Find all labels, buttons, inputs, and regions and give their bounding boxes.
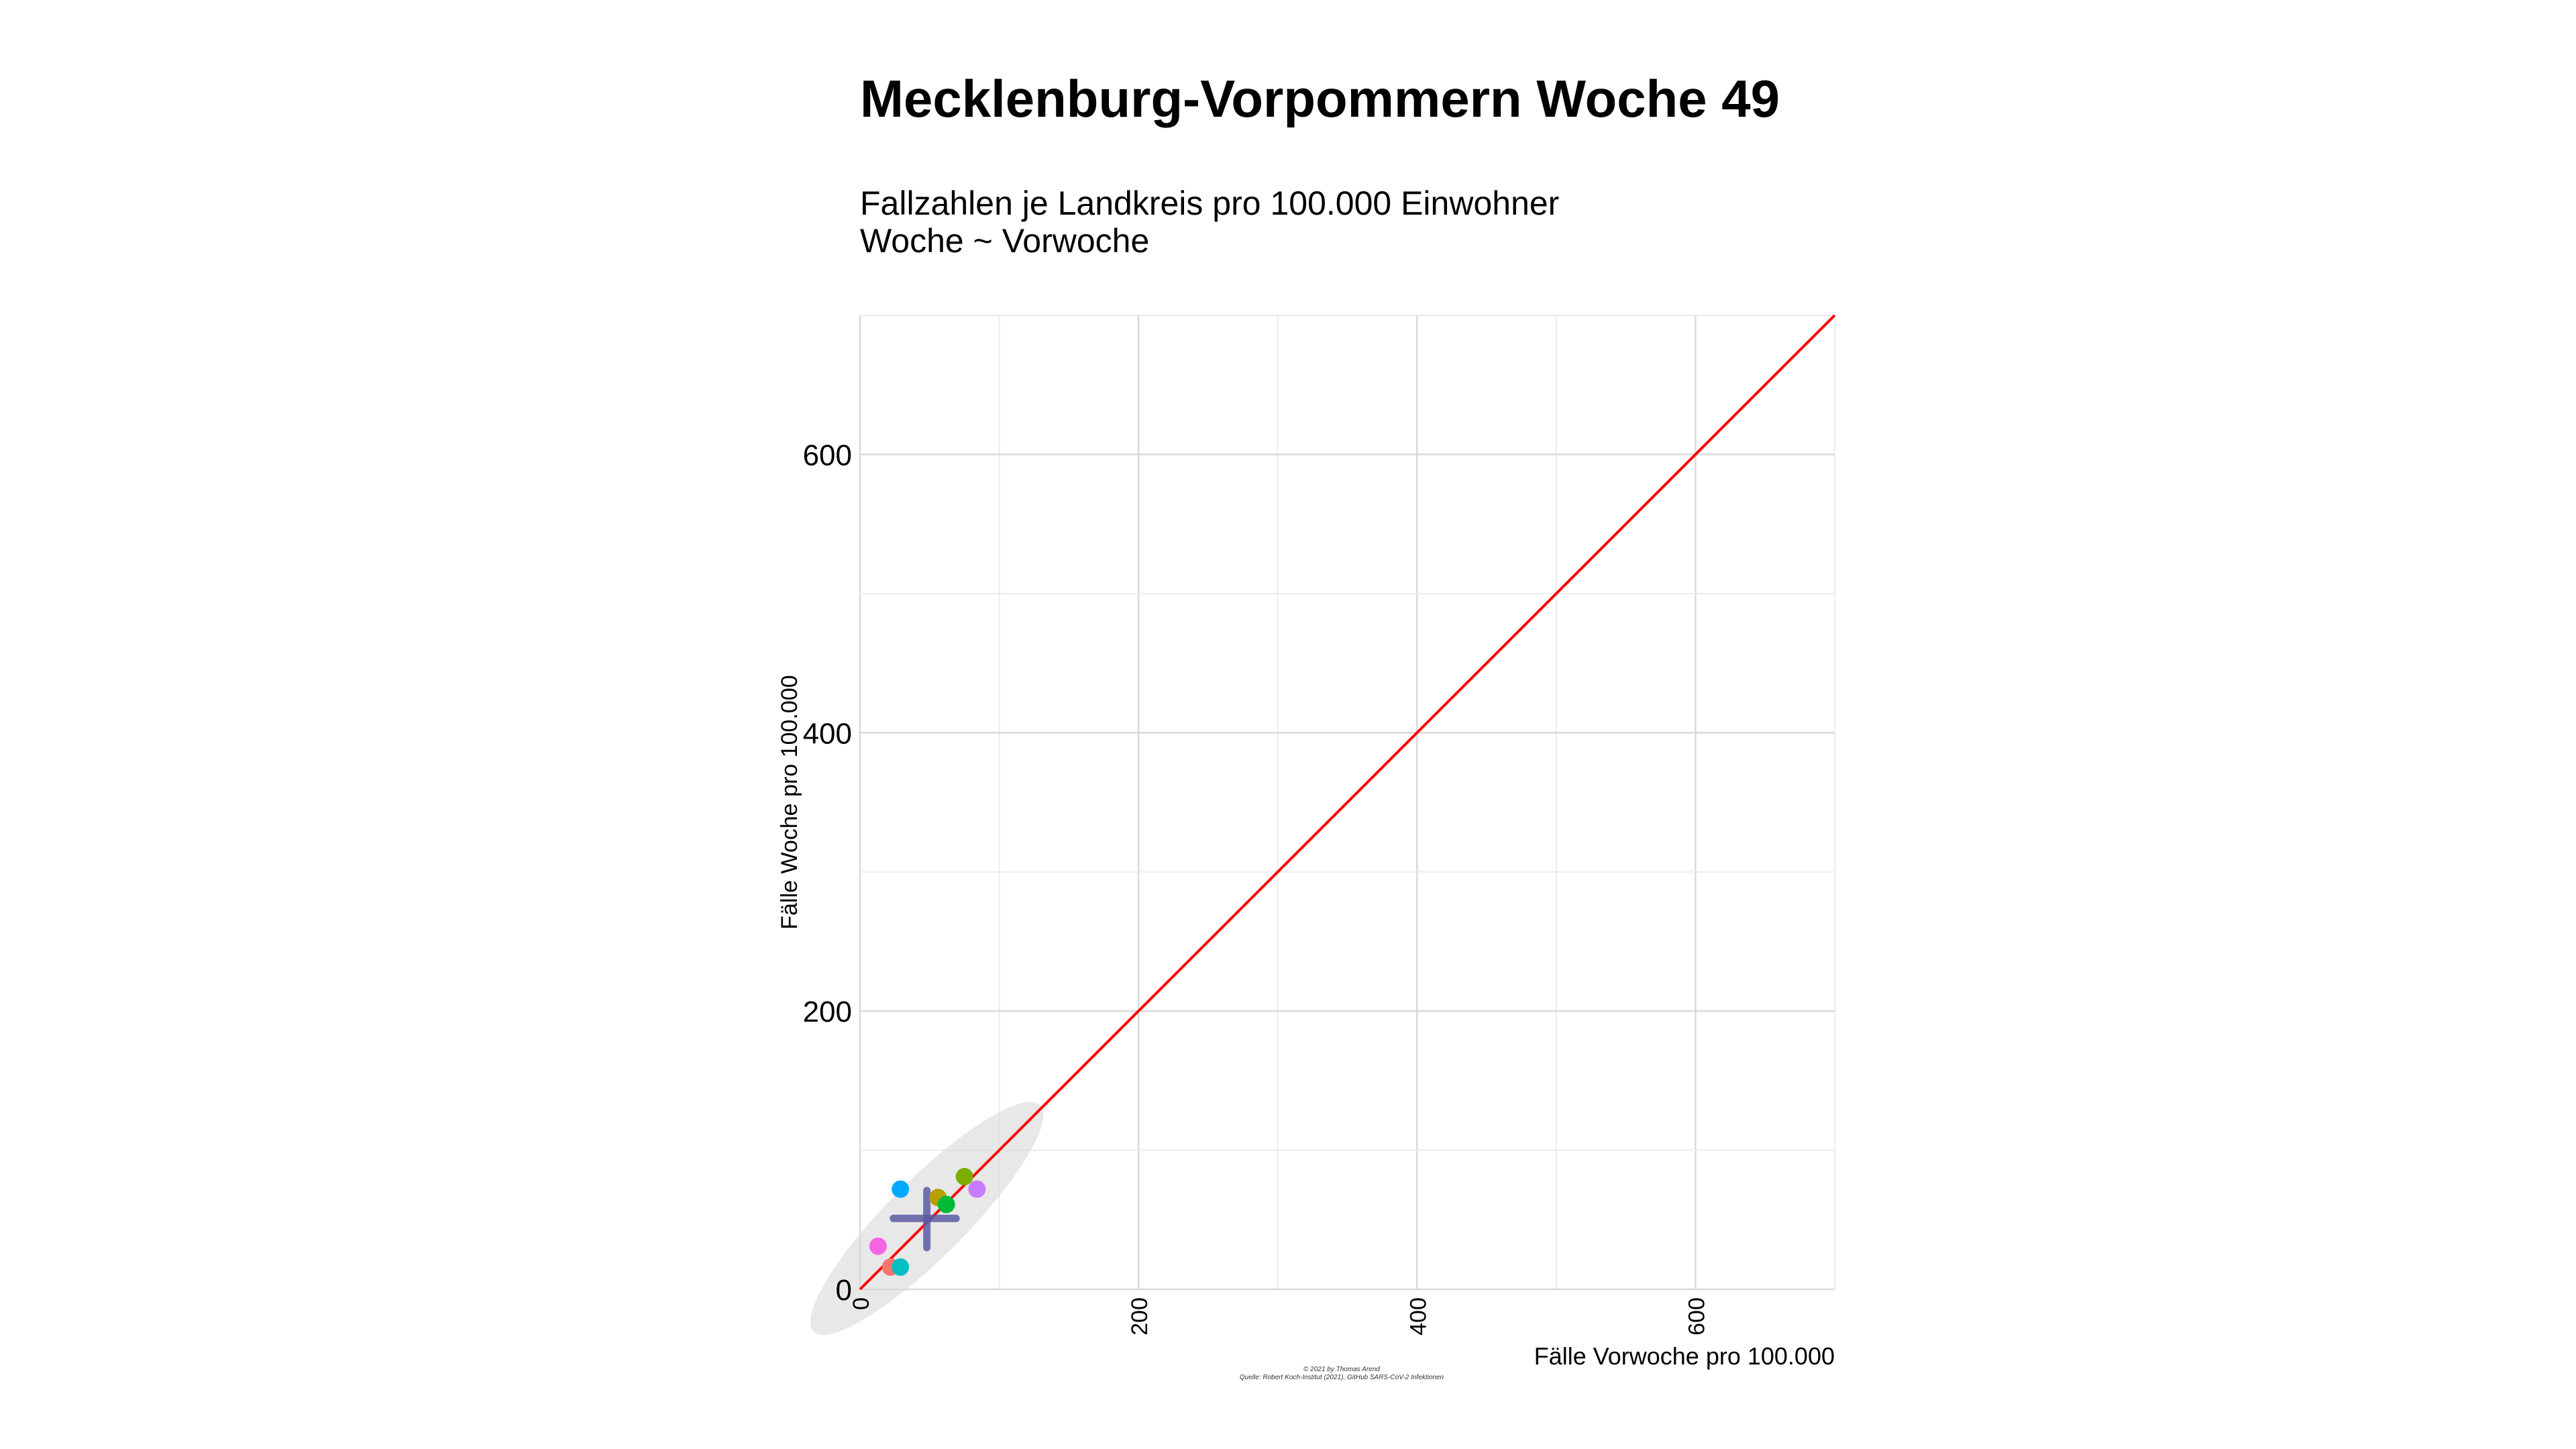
caption-source: Quelle: Robert Koch-Institut (2021), Git… — [1239, 1374, 1444, 1381]
reference-line-layer — [859, 314, 1836, 1291]
point-layer — [869, 1167, 986, 1276]
mean-marker-layer — [890, 1187, 960, 1252]
data-point-3 — [869, 1237, 887, 1255]
chart-subtitle: Fallzahlen je Landkreis pro 100.000 Einw… — [860, 184, 1559, 260]
x-tick-label: 200 — [1127, 1297, 1152, 1336]
grid-layer — [859, 315, 1835, 1291]
data-point-4 — [892, 1180, 910, 1198]
caption: © 2021 by Thomas Arend Quelle: Robert Ko… — [1181, 1366, 1503, 1382]
x-axis-label: Fälle Vorwoche pro 100.000 — [1534, 1342, 1835, 1370]
y-tick-label: 400 — [803, 717, 852, 750]
data-point-8 — [968, 1180, 986, 1198]
reference-line-identity — [859, 314, 1836, 1291]
caption-copyright: © 2021 by Thomas Arend — [1303, 1366, 1380, 1373]
x-tick-label: 600 — [1684, 1297, 1709, 1336]
y-tick-label: 0 — [836, 1274, 852, 1307]
x-tick-label: 0 — [849, 1297, 874, 1310]
chart-title: Mecklenburg-Vorpommern Woche 49 — [860, 69, 1780, 128]
data-point-7 — [955, 1167, 973, 1185]
data-point-6 — [937, 1195, 955, 1214]
x-tick-label: 400 — [1405, 1297, 1431, 1336]
y-axis-label: Fälle Woche pro 100.000 — [777, 675, 802, 929]
data-point-2 — [892, 1258, 910, 1276]
subtitle-line-1: Fallzahlen je Landkreis pro 100.000 Einw… — [860, 184, 1560, 222]
y-tick-label: 600 — [803, 439, 852, 472]
axis-layer: 0 200 400 600 0 200 400 600 Fälle Vorwoche pro 1… — [777, 439, 1835, 1370]
y-tick-label: 200 — [803, 996, 852, 1028]
subtitle-line-2: Woche ~ Vorwoche — [860, 222, 1150, 260]
